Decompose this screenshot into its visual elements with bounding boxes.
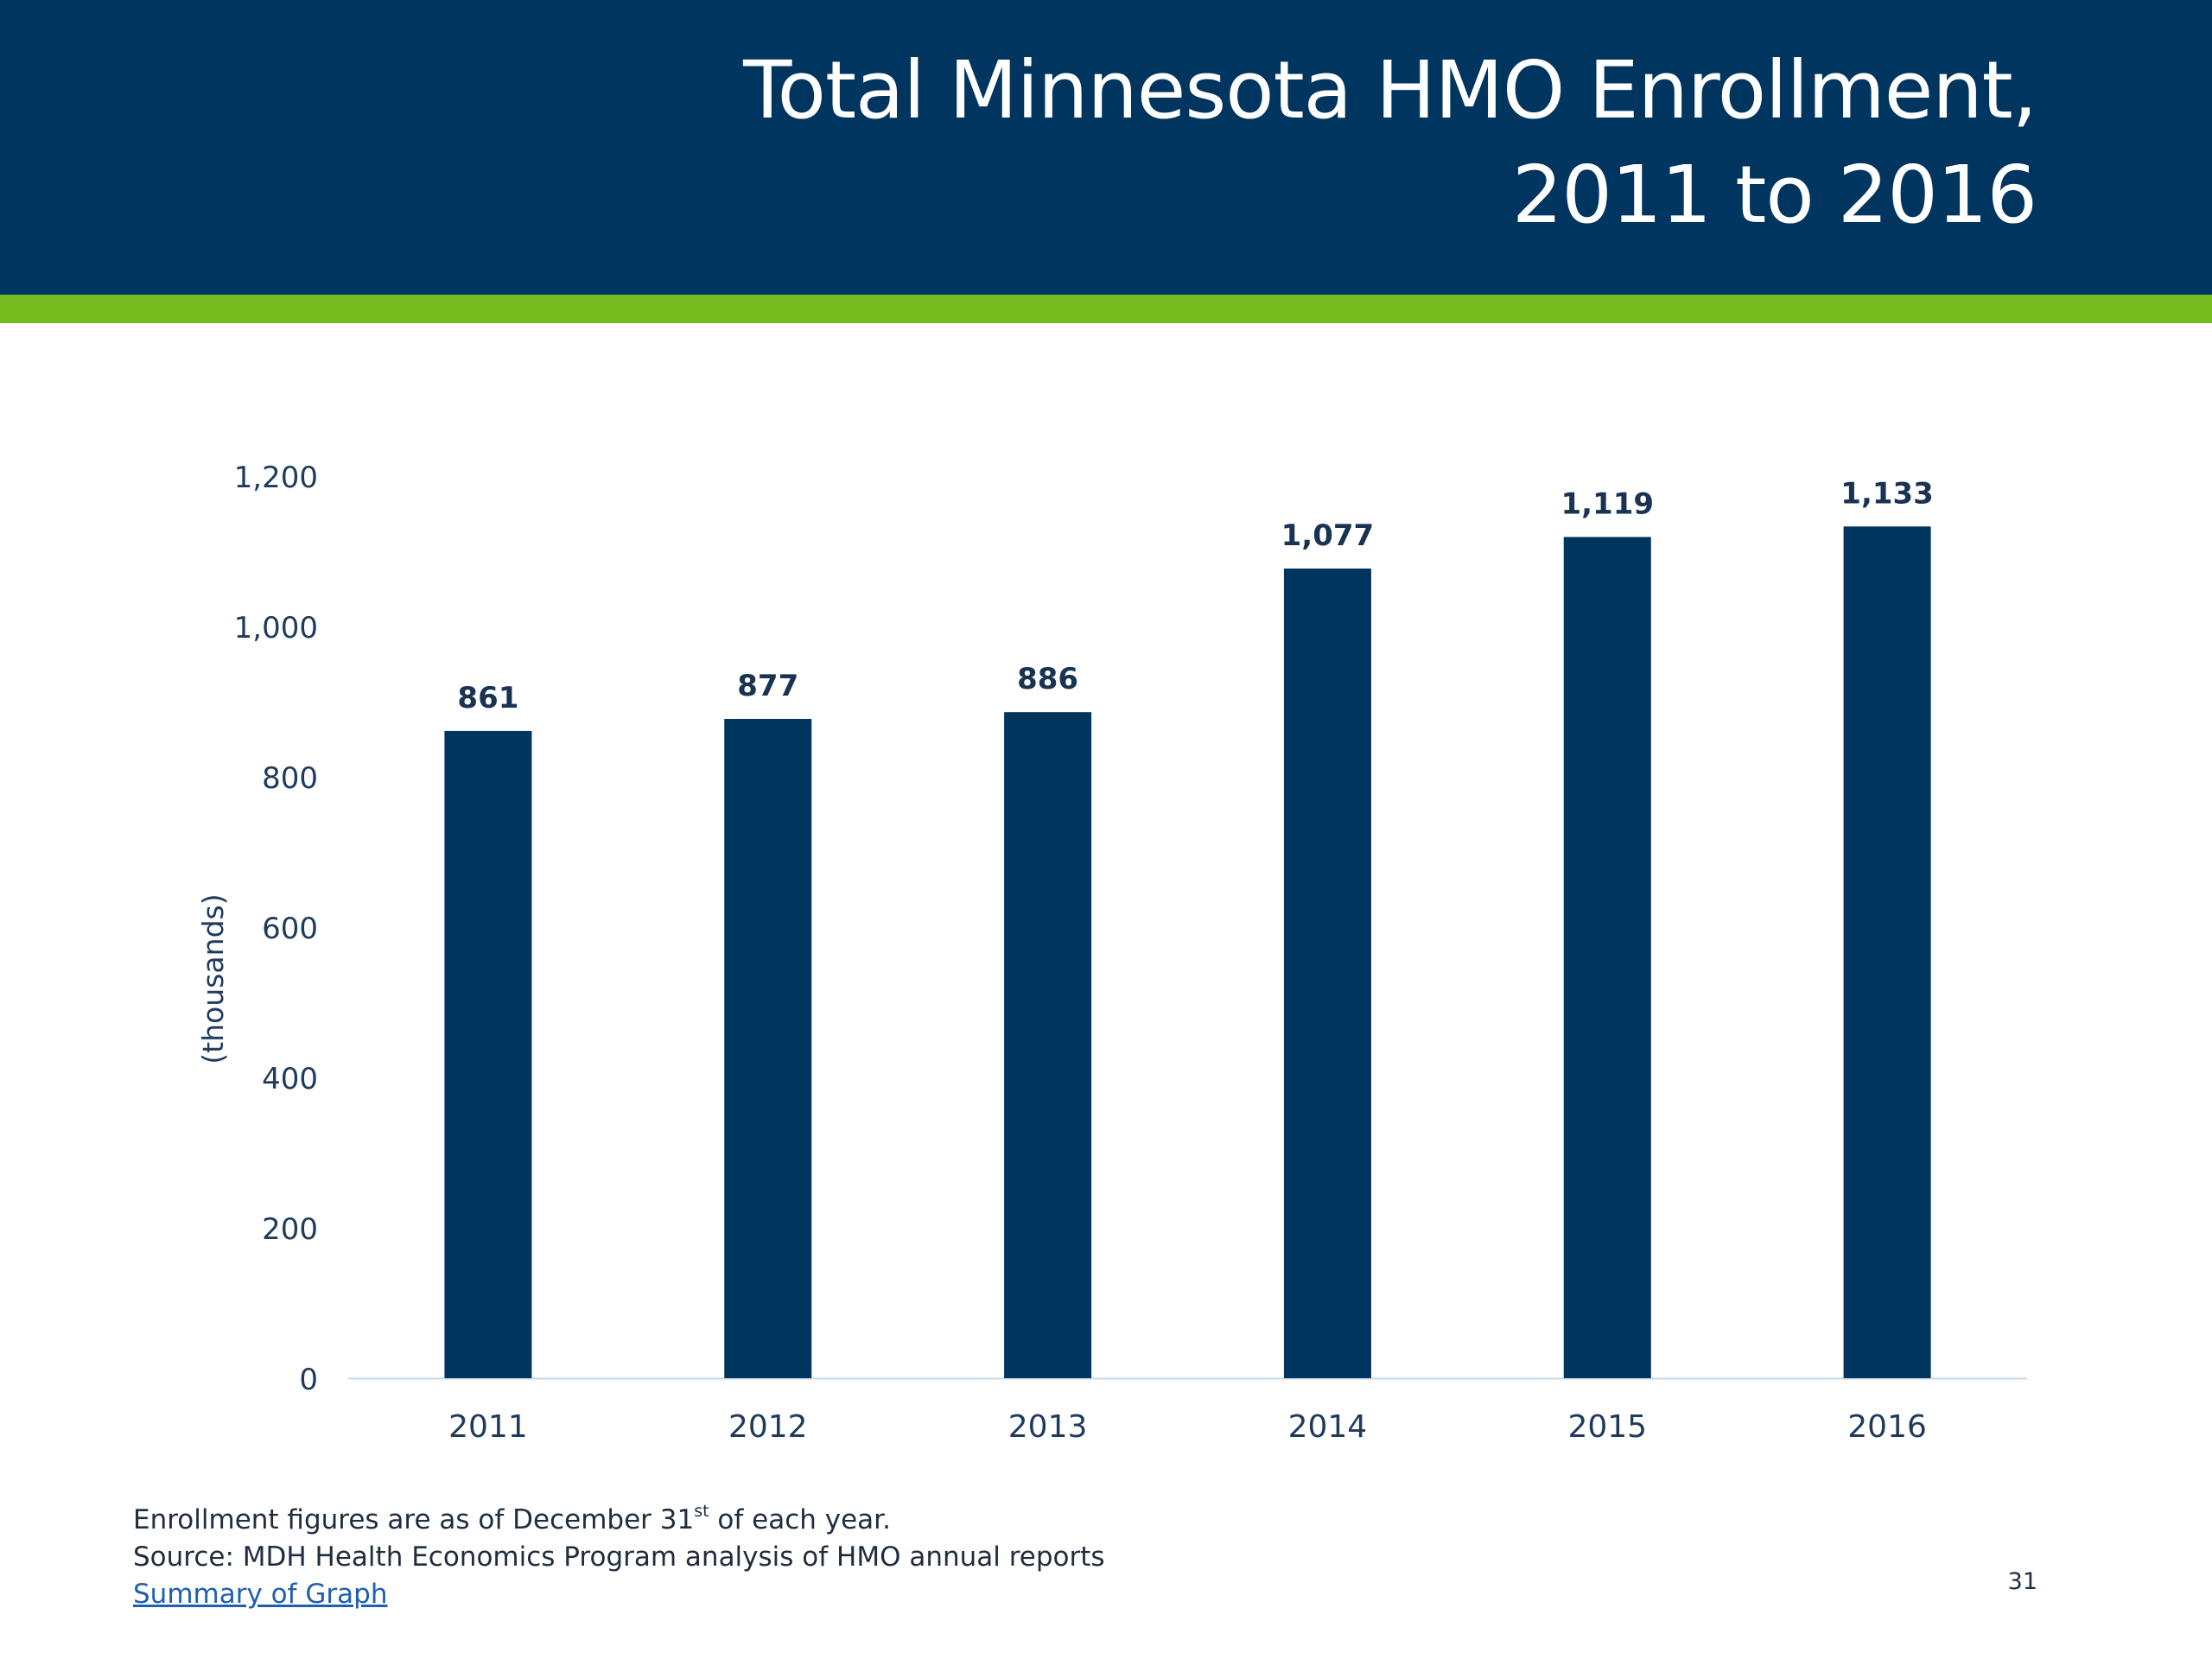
enrollment-bar-chart: 0 200 400 600 800 1,000 1,200 (thousands) 861 201… bbox=[196, 461, 2027, 1445]
y-tick-label: 1,200 bbox=[234, 461, 318, 495]
y-tick-label: 600 bbox=[262, 912, 318, 946]
slide-title-line-2: 2011 to 2016 bbox=[1511, 149, 2037, 241]
x-tick-label-2011: 2011 bbox=[448, 1409, 528, 1445]
data-label-2015: 1,119 bbox=[1560, 486, 1654, 521]
enrollment-note: Enrollment figures are as of December 31… bbox=[133, 1502, 1105, 1539]
slide-footer: Enrollment figures are as of December 31… bbox=[133, 1502, 1105, 1613]
source-note: Source: MDH Health Economics Program ana… bbox=[133, 1541, 1105, 1573]
y-axis-title: (thousands) bbox=[196, 893, 230, 1064]
y-tick-label: 1,000 bbox=[234, 611, 318, 645]
x-tick-label-2016: 2016 bbox=[1847, 1409, 1927, 1445]
slide-title-line-1: Total Minnesota HMO Enrollment, bbox=[743, 44, 2037, 137]
bar-2012 bbox=[724, 719, 812, 1378]
bar-2011 bbox=[444, 730, 532, 1378]
bar-2013 bbox=[1004, 712, 1092, 1378]
data-label-2014: 1,077 bbox=[1281, 518, 1375, 553]
data-label-2013: 886 bbox=[1017, 662, 1078, 696]
title-banner: Total Minnesota HMO Enrollment, 2011 to … bbox=[0, 0, 2212, 295]
bar-2014 bbox=[1283, 569, 1371, 1378]
x-tick-label-2015: 2015 bbox=[1567, 1409, 1647, 1445]
x-tick-label-2013: 2013 bbox=[1008, 1409, 1088, 1445]
ordinal-suffix: st bbox=[694, 1502, 709, 1521]
y-tick-label: 800 bbox=[262, 761, 318, 796]
enrollment-note-end: of each year. bbox=[709, 1504, 891, 1535]
data-label-2011: 861 bbox=[457, 681, 518, 715]
x-tick-label-2014: 2014 bbox=[1288, 1409, 1368, 1445]
summary-of-graph-link[interactable]: Summary of Graph bbox=[133, 1579, 388, 1610]
enrollment-note-text: Enrollment figures are as of December 31 bbox=[133, 1504, 695, 1535]
page-number: 31 bbox=[2007, 1568, 2037, 1595]
y-tick-label: 200 bbox=[262, 1212, 318, 1247]
slide-title: Total Minnesota HMO Enrollment, 2011 to … bbox=[568, 38, 2037, 247]
bar-2016 bbox=[1843, 526, 1931, 1378]
y-tick-label: 0 bbox=[299, 1363, 318, 1397]
data-label-2012: 877 bbox=[737, 669, 798, 703]
accent-stripe bbox=[0, 295, 2212, 323]
x-tick-label-2012: 2012 bbox=[728, 1409, 808, 1445]
data-label-2016: 1,133 bbox=[1840, 476, 1934, 511]
y-tick-label: 400 bbox=[262, 1062, 318, 1096]
bar-2015 bbox=[1563, 537, 1651, 1378]
